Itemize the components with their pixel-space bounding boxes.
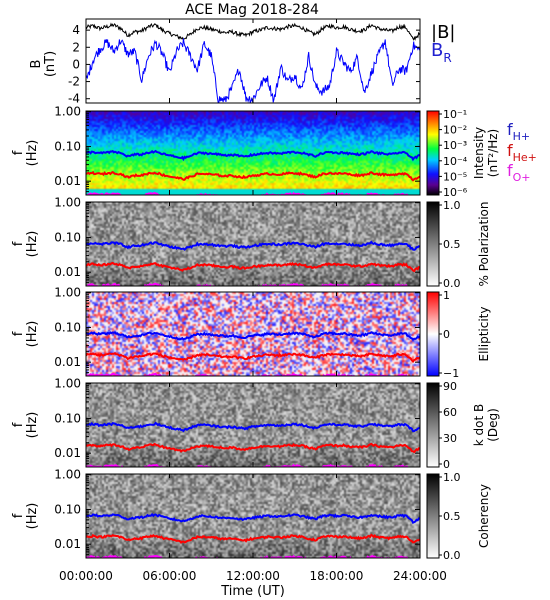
panel-yunit: (Hz) — [25, 231, 40, 258]
xtick-label: 00:00:00 — [59, 569, 113, 583]
colorbar-tick-label: 90 — [443, 380, 457, 393]
xlabel: Time (UT) — [220, 584, 285, 599]
gyro-hplus-line — [86, 240, 420, 251]
colorbar-tick-label: 0.0 — [443, 549, 461, 562]
colorbar-tick-label: 1.0 — [443, 199, 461, 212]
legend-br: BR — [431, 40, 452, 65]
ytick-label: 0.10 — [54, 502, 81, 516]
gyro-hplus-line — [86, 331, 420, 341]
series-line-babs — [86, 22, 420, 41]
time-axis: 00:00:00 06:00:00 12:00:00 18:00:00 24:00:00 — [59, 19, 447, 583]
colorbar-title: k dot B — [472, 404, 486, 446]
field-ytick-label: -2 — [68, 75, 80, 89]
colorbar-tick-label: 0 — [443, 328, 450, 341]
panel-yunit: (Hz) — [25, 321, 40, 348]
field-yunit: (nT) — [43, 51, 58, 77]
panel-ellipticity: 1.00 0.10 0.01 f (Hz) 1 0 −1 Ellipticity — [11, 286, 491, 380]
ytick-label: 1.00 — [54, 468, 81, 482]
field-ytick-label: 2 — [72, 40, 80, 54]
panel-yunit: (Hz) — [25, 503, 40, 530]
panel-ylabel: f — [11, 422, 26, 427]
legend-babs: |B| — [431, 22, 455, 43]
colorbar-tick-label: 10⁻² — [443, 124, 467, 137]
colorbar-tick-label: 0.5 — [443, 510, 461, 523]
colorbar-title: Coherency — [477, 484, 491, 548]
gyro-hplus-line — [86, 149, 420, 162]
gyro-hplus-line — [86, 512, 420, 525]
ytick-label: 0.01 — [54, 174, 81, 188]
ytick-label: 0.01 — [54, 446, 81, 460]
ytick-label: 0.10 — [54, 411, 81, 425]
gyro-heplus-line — [86, 261, 420, 273]
gyro-heplus-line — [86, 351, 420, 363]
series-line-br — [86, 38, 420, 103]
colorbar-title: Intensity — [472, 127, 486, 179]
colorbar — [426, 382, 440, 468]
ytick-label: 0.10 — [54, 230, 81, 244]
panel-coherency: 1.00 0.10 0.01 f (Hz) 1.0 0.5 0.0 Coherency — [11, 468, 491, 562]
ytick-label: 1.00 — [54, 377, 81, 391]
colorbar-tick-label: 0.0 — [443, 277, 461, 290]
ytick-label: 0.01 — [54, 355, 81, 369]
xtick-label: 06:00:00 — [143, 569, 197, 583]
colorbar — [426, 201, 440, 287]
gyro-heplus-line — [86, 533, 420, 544]
colorbar-tick-label: 0 — [443, 458, 450, 471]
colorbar-tick-label: −1 — [443, 367, 459, 380]
colorbar — [426, 473, 440, 559]
colorbar-title: % Polarization — [477, 202, 491, 287]
colorbar-tick-label: 10⁻⁵ — [443, 170, 467, 183]
ytick-label: 0.01 — [54, 265, 81, 279]
field-panel: -4 -2 0 2 4 B (nT) |B| BR — [29, 18, 455, 106]
colorbar-title: Ellipticity — [477, 307, 491, 362]
gyro-heplus-line — [86, 442, 420, 454]
ytick-label: 1.00 — [54, 196, 81, 210]
colorbar-tick-label: 30 — [443, 432, 457, 445]
panel-yunit: (Hz) — [25, 412, 40, 439]
ytick-label: 0.10 — [54, 139, 81, 153]
colorbar-tick-label: 60 — [443, 406, 457, 419]
legend-f-oplus: fO+ — [507, 161, 531, 184]
ytick-label: 1.00 — [54, 105, 81, 119]
panel-yunit: (Hz) — [25, 140, 40, 167]
ytick-label: 0.01 — [54, 537, 81, 551]
ytick-label: 0.10 — [54, 320, 81, 334]
colorbar-tick-label: 10⁻⁴ — [443, 155, 468, 168]
colorbar-unit: (nT²/Hz) — [486, 129, 500, 177]
colorbar — [426, 291, 440, 377]
colorbar-tick-label: 1 — [443, 289, 450, 302]
colorbar-tick-label: 10⁻¹ — [443, 108, 467, 121]
xtick-label: 24:00:00 — [393, 569, 447, 583]
chart-title: ACE Mag 2018-284 — [185, 2, 319, 18]
xtick-label: 12:00:00 — [226, 569, 280, 583]
colorbar-tick-label: 10⁻⁶ — [443, 186, 468, 199]
panel-ylabel: f — [11, 241, 26, 246]
colorbar-tick-label: 1.0 — [443, 471, 461, 484]
ytick-label: 1.00 — [54, 286, 81, 300]
field-ylabel: B — [29, 60, 44, 69]
panel-intensity: 1.00 0.10 0.01 f (Hz) 10⁻¹ 10⁻² 10⁻³ 10⁻⁴ 10⁻⁵ 10⁻… — [11, 105, 500, 199]
legend-f-heplus: fHe+ — [507, 141, 537, 164]
spectrogram-image — [86, 111, 420, 195]
field-ytick-label: -4 — [68, 92, 80, 106]
gyro-hplus-line — [86, 421, 420, 433]
panel-ylabel: f — [11, 331, 26, 336]
gyro-legend: fH+ fHe+ fO+ — [507, 120, 537, 184]
panel-ylabel: f — [11, 150, 26, 155]
colorbar-tick-label: 10⁻³ — [443, 139, 467, 152]
panel-ylabel: f — [11, 513, 26, 518]
panel-polarization: 1.00 0.10 0.01 f (Hz) 1.0 0.5 0.0 % Polarization — [11, 196, 491, 290]
panel-kdotb: 1.00 0.10 0.01 f (Hz) 90 60 30 0 k dot B (Deg) — [11, 377, 500, 471]
colorbar — [426, 110, 440, 196]
xtick-label: 18:00:00 — [310, 569, 364, 583]
colorbar-unit: (Deg) — [486, 408, 500, 442]
legend-f-hplus: fH+ — [507, 120, 530, 143]
gyro-heplus-line — [86, 170, 420, 182]
field-ytick-label: 0 — [72, 57, 80, 71]
field-ytick-label: 4 — [72, 23, 80, 37]
colorbar-tick-label: 0.5 — [443, 238, 461, 251]
